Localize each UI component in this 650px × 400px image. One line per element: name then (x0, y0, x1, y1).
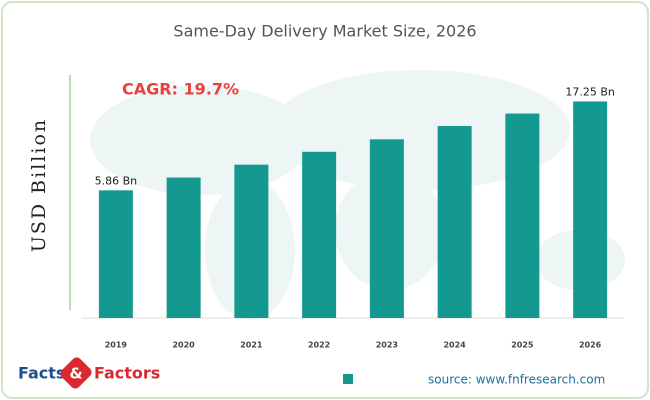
bar (302, 151, 337, 318)
x-tick-label: 2021 (240, 341, 263, 350)
x-tick-label: 2023 (376, 341, 398, 350)
logo-mid: & (69, 365, 82, 383)
bar (98, 190, 133, 318)
x-tick-label: 2019 (105, 341, 128, 350)
x-tick-label: 2026 (579, 341, 602, 350)
chart-title: Same-Day Delivery Market Size, 2026 (173, 22, 476, 41)
y-axis-label: USD Billion (28, 118, 50, 252)
x-tick-label: 2020 (172, 341, 195, 350)
x-tick-label: 2024 (443, 341, 466, 350)
bar (437, 126, 472, 319)
logo-icon (60, 357, 92, 389)
bar (573, 101, 608, 318)
cagr-annotation: CAGR: 19.7% (122, 80, 239, 99)
legend-swatch (343, 374, 353, 384)
bar (505, 113, 540, 318)
x-tick-label: 2025 (511, 341, 534, 350)
bar (234, 164, 269, 318)
source: source: www.fnfresearch.com (428, 373, 605, 387)
value-label: 17.25 Bn (565, 85, 615, 98)
logo-left: Facts (18, 364, 65, 383)
value-label: 5.86 Bn (95, 174, 138, 187)
bar (369, 139, 404, 318)
x-tick-label: 2022 (308, 341, 330, 350)
bar (166, 177, 201, 318)
logo-right: Factors (94, 364, 160, 383)
